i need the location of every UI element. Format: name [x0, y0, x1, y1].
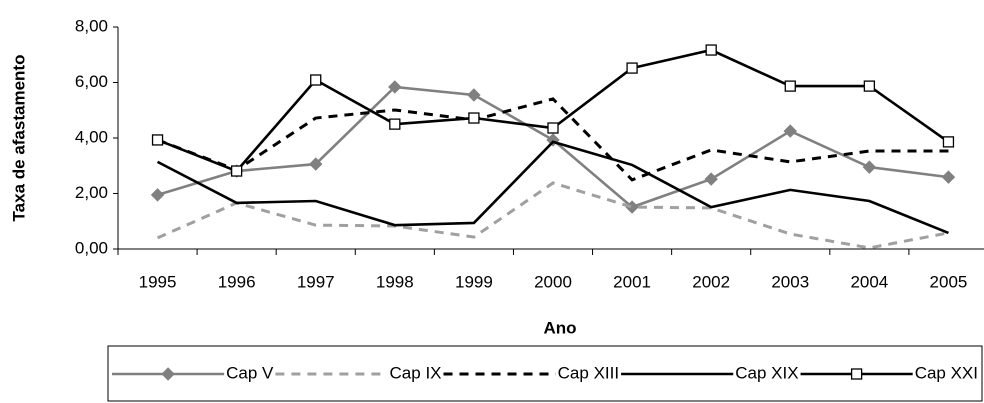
- data-point: [388, 80, 402, 94]
- legend-label: Cap XXI: [915, 363, 978, 382]
- data-point: [863, 80, 876, 92]
- y-axis-label: Taxa de afastamento: [9, 55, 28, 222]
- x-tick-label: 2004: [850, 272, 888, 291]
- x-axis-label: Ano: [543, 318, 576, 337]
- x-tick-label: 1999: [455, 272, 493, 291]
- data-point: [862, 160, 877, 174]
- series-line: [156, 140, 949, 235]
- x-tick-label: 2003: [771, 272, 809, 291]
- y-tick-label: 6,00: [75, 72, 108, 91]
- data-point: [547, 122, 559, 134]
- legend-box: [107, 345, 983, 402]
- x-tick-label: 2001: [613, 272, 651, 291]
- data-point: [468, 112, 480, 124]
- data-point: [309, 157, 323, 171]
- x-tick-label: 1997: [297, 272, 335, 291]
- series-line: [157, 48, 950, 173]
- x-tick-label: 2000: [534, 272, 572, 291]
- data-point: [546, 133, 560, 147]
- data-point: [150, 188, 165, 202]
- data-point: [230, 165, 243, 177]
- data-point: [783, 124, 797, 138]
- x-tick-label: 2005: [930, 272, 968, 291]
- series-line: [157, 85, 949, 209]
- legend-label: Cap XIII: [558, 363, 619, 382]
- data-point: [626, 62, 638, 74]
- x-tick-label: 2002: [692, 272, 730, 291]
- x-tick-label: 1995: [139, 272, 177, 291]
- legend-marker: [161, 367, 175, 381]
- data-point: [941, 170, 956, 184]
- x-tick-label: 1998: [376, 272, 414, 291]
- y-tick-label: 2,00: [75, 183, 108, 202]
- legend-marker: [850, 368, 863, 380]
- data-point: [705, 44, 717, 56]
- legend-label: Cap XIX: [735, 363, 798, 382]
- legend-label: Cap V: [226, 363, 274, 382]
- series-line: [157, 97, 949, 182]
- data-point: [704, 172, 718, 186]
- data-point: [942, 136, 955, 148]
- data-point: [389, 118, 401, 130]
- x-tick-label: 1996: [218, 272, 256, 291]
- legend-label: Cap IX: [390, 363, 442, 382]
- data-point: [784, 80, 796, 92]
- y-tick-label: 8,00: [75, 16, 108, 35]
- series-line: [156, 181, 949, 250]
- data-point: [310, 74, 322, 86]
- data-point: [467, 88, 481, 102]
- data-point: [151, 134, 164, 146]
- y-tick-label: 0,00: [75, 238, 108, 257]
- y-tick-label: 4,00: [75, 127, 108, 146]
